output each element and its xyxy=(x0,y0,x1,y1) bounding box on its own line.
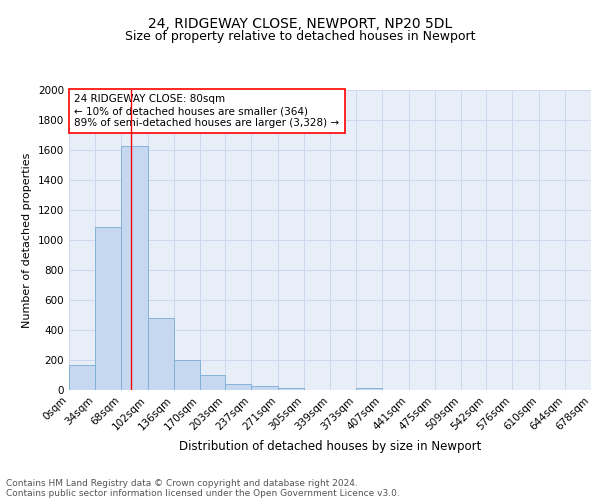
Bar xyxy=(121,146,148,390)
Bar xyxy=(200,375,225,390)
Bar xyxy=(148,318,174,390)
X-axis label: Distribution of detached houses by size in Newport: Distribution of detached houses by size … xyxy=(179,440,481,453)
Y-axis label: Number of detached properties: Number of detached properties xyxy=(22,152,32,328)
Text: 24, RIDGEWAY CLOSE, NEWPORT, NP20 5DL: 24, RIDGEWAY CLOSE, NEWPORT, NP20 5DL xyxy=(148,18,452,32)
Text: Contains HM Land Registry data © Crown copyright and database right 2024.: Contains HM Land Registry data © Crown c… xyxy=(6,478,358,488)
Bar xyxy=(95,227,121,390)
Bar xyxy=(278,388,304,390)
Bar xyxy=(174,360,200,390)
Bar xyxy=(356,388,382,390)
Bar xyxy=(225,384,251,390)
Text: Size of property relative to detached houses in Newport: Size of property relative to detached ho… xyxy=(125,30,475,43)
Bar xyxy=(251,386,278,390)
Text: Contains public sector information licensed under the Open Government Licence v3: Contains public sector information licen… xyxy=(6,488,400,498)
Bar xyxy=(69,365,95,390)
Text: 24 RIDGEWAY CLOSE: 80sqm
← 10% of detached houses are smaller (364)
89% of semi-: 24 RIDGEWAY CLOSE: 80sqm ← 10% of detach… xyxy=(74,94,340,128)
